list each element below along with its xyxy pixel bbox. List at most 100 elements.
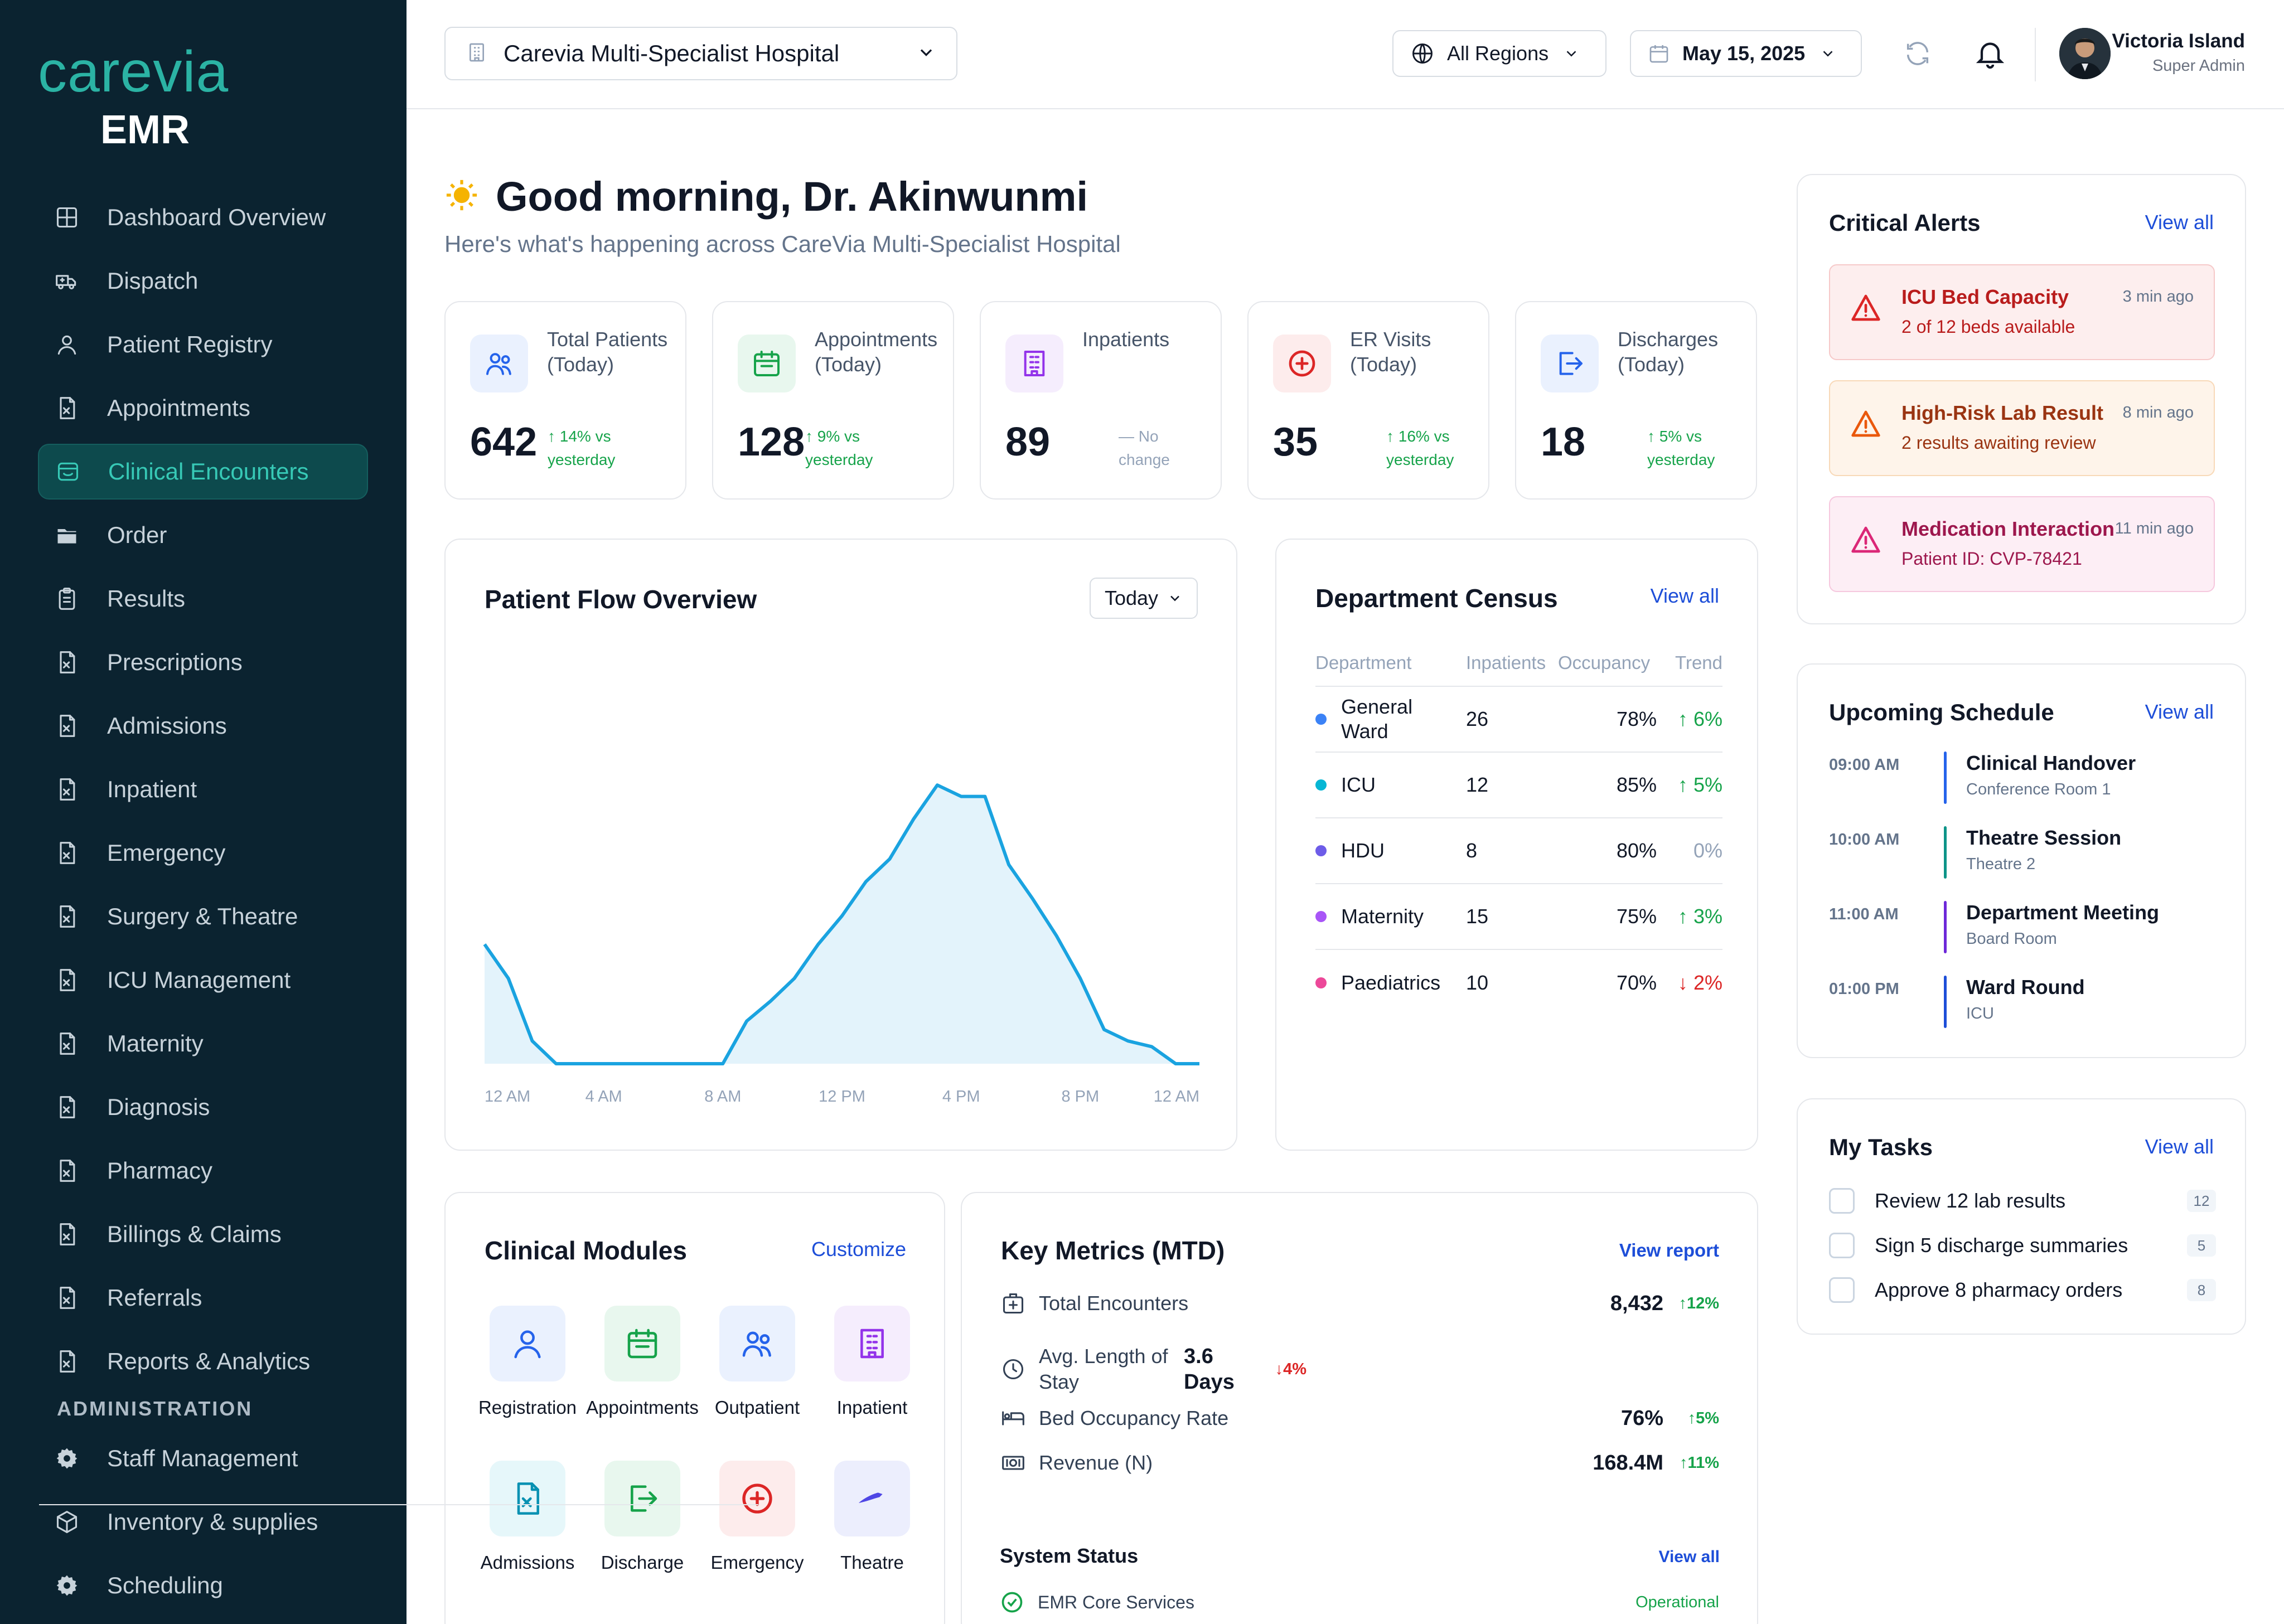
census-row[interactable]: HDU 8 80% 0% <box>1315 818 1722 884</box>
refresh-icon[interactable] <box>1900 36 1935 71</box>
stat-card[interactable]: ER Visits (Today) 35 ↑ 16% vs yesterday <box>1247 301 1489 500</box>
alerts-view-all[interactable]: View all <box>2145 211 2214 234</box>
sidebar-item-reports-analytics[interactable]: Reports & Analytics <box>38 1334 368 1389</box>
sidebar-item-inpatient[interactable]: Inpatient <box>38 762 368 817</box>
department-census-card: Department Census View all Department In… <box>1275 539 1758 1151</box>
sidebar-item-billings-claims[interactable]: Billings & Claims <box>38 1206 368 1262</box>
key-metrics-card: Key Metrics (MTD) View report <box>961 1192 1758 1624</box>
department-name: HDU <box>1341 839 1385 862</box>
schedule-time: 11:00 AM <box>1829 905 1899 923</box>
census-row[interactable]: General Ward 26 78% ↑ 6% <box>1315 687 1722 753</box>
sidebar-item-order[interactable]: Order <box>38 507 368 563</box>
sidebar-item-label: Order <box>107 522 167 548</box>
task-checkbox[interactable] <box>1829 1277 1855 1303</box>
task-checkbox[interactable] <box>1829 1233 1855 1258</box>
sidebar-item-staff-management[interactable]: Staff Management <box>38 1431 368 1486</box>
task-checkbox[interactable] <box>1829 1188 1855 1214</box>
sidebar-item-clinical-encounters[interactable]: Clinical Encounters <box>38 444 368 500</box>
sidebar-item-dashboard-overview[interactable]: Dashboard Overview <box>38 190 368 245</box>
sidebar-item-pharmacy[interactable]: Pharmacy <box>38 1143 368 1199</box>
brand-product: EMR <box>100 108 190 152</box>
alert-time: 11 min ago <box>2114 520 2194 537</box>
avatar[interactable] <box>2059 28 2111 79</box>
task-item: Review 12 lab results 12 <box>1829 1184 2216 1218</box>
region-select[interactable]: All Regions <box>1392 30 1606 77</box>
document-icon <box>55 1286 79 1310</box>
emergency-icon <box>719 1461 795 1536</box>
hospital-select[interactable]: Carevia Multi-Specialist Hospital <box>444 27 957 80</box>
module-theatre[interactable]: Theatre <box>814 1461 931 1573</box>
census-row[interactable]: Maternity 15 75% ↑ 3% <box>1315 884 1722 950</box>
task-count-badge: 8 <box>2187 1279 2216 1301</box>
sidebar-item-patient-registry[interactable]: Patient Registry <box>38 317 368 372</box>
department-name: General Ward <box>1341 695 1413 743</box>
brand-logo[interactable]: carevia <box>38 40 229 104</box>
sidebar-item-diagnosis[interactable]: Diagnosis <box>38 1079 368 1135</box>
customize-link[interactable]: Customize <box>811 1238 906 1261</box>
x-tick-label: 4 PM <box>942 1088 980 1106</box>
sidebar-item-appointments[interactable]: Appointments <box>38 380 368 436</box>
system-status-view-all[interactable]: View all <box>1658 1548 1720 1566</box>
sidebar: carevia EMR Dashboard Overview Dispatch Pa… <box>0 0 407 1624</box>
census-title: Department Census <box>1315 584 1558 613</box>
module-admissions[interactable]: Admissions <box>469 1461 586 1573</box>
module-appointments[interactable]: Appointments <box>584 1306 701 1418</box>
upcoming-schedule-card: Upcoming Schedule View all 09:00 AM Clin… <box>1797 663 2246 1058</box>
task-count-badge: 5 <box>2187 1234 2216 1257</box>
sidebar-item-maternity[interactable]: Maternity <box>38 1016 368 1072</box>
bell-icon[interactable] <box>1972 36 2008 71</box>
view-report-link[interactable]: View report <box>1619 1240 1719 1261</box>
sidebar-item-surgery-theatre[interactable]: Surgery & Theatre <box>38 889 368 944</box>
scalpel-icon <box>834 1461 910 1536</box>
stat-card[interactable]: Total Patients (Today) 642 ↑ 14% vs yest… <box>444 301 686 500</box>
period-select[interactable]: Today <box>1090 578 1198 619</box>
system-service-status: Operational <box>1635 1593 1719 1611</box>
census-row[interactable]: Paediatrics 10 70% ↓ 2% <box>1315 950 1722 1016</box>
alert-detail: Patient ID: CVP-78421 <box>1901 549 2082 569</box>
module-discharge[interactable]: Discharge <box>584 1461 701 1573</box>
module-inpatient[interactable]: Inpatient <box>814 1306 931 1418</box>
user-icon <box>55 332 79 357</box>
document-icon <box>55 841 79 865</box>
schedule-time: 10:00 AM <box>1829 831 1900 849</box>
sidebar-item-results[interactable]: Results <box>38 571 368 627</box>
alert-item[interactable]: Medication Interaction Patient ID: CVP-7… <box>1829 496 2215 592</box>
stat-value: 642 <box>470 420 538 464</box>
admission-icon <box>490 1461 565 1536</box>
module-label: Appointments <box>586 1397 699 1418</box>
sidebar-item-admissions[interactable]: Admissions <box>38 698 368 754</box>
stat-card[interactable]: Inpatients 89 — No change <box>980 301 1222 500</box>
x-tick-label: 4 AM <box>585 1088 622 1106</box>
census-inpatients: 10 <box>1466 971 1489 994</box>
sidebar-item-inventory-supplies[interactable]: Inventory & supplies <box>38 1494 368 1550</box>
sidebar-item-label: Inventory & supplies <box>107 1509 318 1535</box>
stat-change: ↑ 14% vs yesterday <box>548 428 616 468</box>
census-inpatients: 8 <box>1466 839 1478 862</box>
tasks-view-all[interactable]: View all <box>2145 1135 2214 1158</box>
module-emergency[interactable]: Emergency <box>699 1461 816 1573</box>
date-select[interactable]: May 15, 2025 <box>1630 30 1862 77</box>
sidebar-item-emergency[interactable]: Emergency <box>38 825 368 881</box>
stat-card[interactable]: Discharges (Today) 18 ↑ 5% vs yesterday <box>1515 301 1757 500</box>
stat-card[interactable]: Appointments (Today) 128 ↑ 9% vs yesterd… <box>712 301 954 500</box>
alert-item[interactable]: High-Risk Lab Result 2 results awaiting … <box>1829 380 2215 476</box>
sidebar-item-scheduling[interactable]: Scheduling <box>38 1558 368 1613</box>
chevron-down-icon <box>916 42 936 65</box>
alert-item[interactable]: ICU Bed Capacity 2 of 12 beds available … <box>1829 264 2215 360</box>
sidebar-item-icu-management[interactable]: ICU Management <box>38 952 368 1008</box>
metric-change: ↑5% <box>1687 1409 1719 1427</box>
department-name: Maternity <box>1341 905 1424 928</box>
module-registration[interactable]: Registration <box>469 1306 586 1418</box>
census-row[interactable]: ICU 12 85% ↑ 5% <box>1315 753 1722 818</box>
module-outpatient[interactable]: Outpatient <box>699 1306 816 1418</box>
metric-change: ↑12% <box>1678 1294 1719 1312</box>
sidebar-item-dispatch[interactable]: Dispatch <box>38 253 368 309</box>
document-icon <box>55 777 79 802</box>
census-department: Maternity <box>1315 904 1466 929</box>
schedule-view-all[interactable]: View all <box>2145 700 2214 723</box>
census-view-all[interactable]: View all <box>1650 584 1719 607</box>
page-subtitle: Here's what's happening across CareVia M… <box>444 231 1121 257</box>
sidebar-item-referrals[interactable]: Referrals <box>38 1270 368 1326</box>
sidebar-item-prescriptions[interactable]: Prescriptions <box>38 634 368 690</box>
period-label: Today <box>1104 586 1159 609</box>
